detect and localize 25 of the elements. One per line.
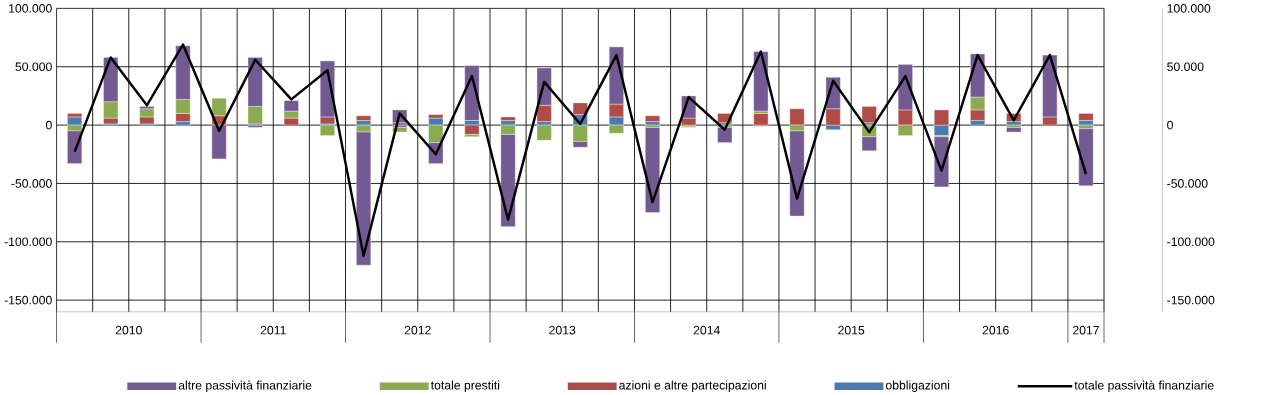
text: 2013 xyxy=(549,326,576,335)
text: 2017 xyxy=(1073,326,1099,335)
y2-tick-label: 100.000 xyxy=(1167,4,1211,13)
legend-label: altre passività finanziarie xyxy=(178,380,312,393)
y2-tick-label: -50.000 xyxy=(1167,179,1208,188)
y2-tick-label: -100.000 xyxy=(1167,237,1215,247)
text: 2015 xyxy=(838,326,865,335)
text: 2016 xyxy=(982,326,1009,335)
y2-tick-label: 0 xyxy=(1167,120,1173,130)
y-tick-label: 0 xyxy=(45,120,52,130)
legend-label: totale prestiti xyxy=(430,380,500,393)
y2-tick-label: 50.000 xyxy=(1167,62,1204,72)
y-tick-label: -50.000 xyxy=(11,179,52,188)
text: 2012 xyxy=(404,326,431,335)
text: 2011 xyxy=(260,326,286,335)
y-tick-label: -150.000 xyxy=(4,295,52,305)
legend-label: obbligazioni xyxy=(885,380,950,393)
y-tick-label: 50.000 xyxy=(15,62,52,72)
y-tick-label: -100.000 xyxy=(4,237,52,247)
legend-label: totale passività finanziarie xyxy=(1074,380,1214,393)
text: 2014 xyxy=(693,326,720,335)
legend-label: azioni e altre partecipazioni xyxy=(619,380,766,393)
y2-tick-label: -150.000 xyxy=(1167,295,1215,305)
y-tick-label: 100.000 xyxy=(9,4,52,13)
text: 2010 xyxy=(115,326,142,335)
